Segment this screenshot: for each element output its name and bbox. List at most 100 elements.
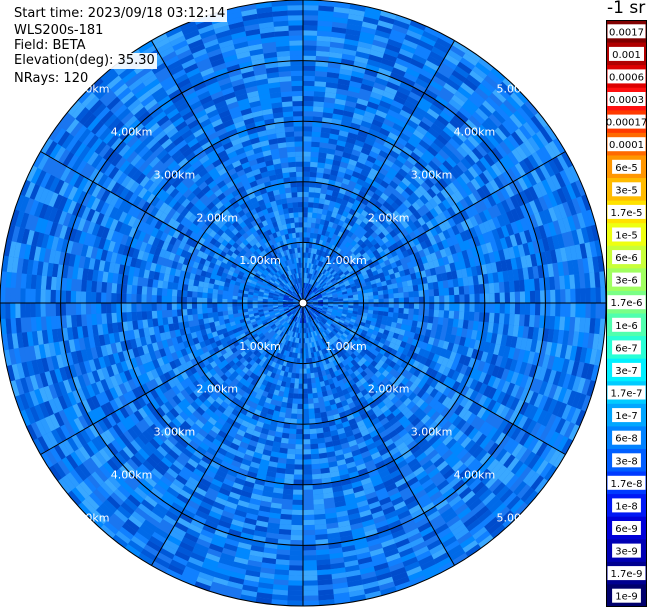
ppi-cell [275, 346, 281, 353]
ppi-cell [307, 322, 310, 328]
ppi-cell [258, 277, 264, 283]
ppi-cell [338, 298, 344, 302]
ppi-cell [303, 141, 312, 147]
ppi-cell [290, 222, 296, 229]
ppi-cell [280, 508, 293, 515]
ppi-cell [297, 288, 300, 294]
ppi-cell [388, 303, 394, 308]
ppi-cell [310, 253, 314, 259]
ppi-cell [273, 339, 279, 346]
ppi-cell [319, 344, 324, 351]
ppi-cell [303, 363, 307, 369]
ppi-cell [157, 317, 164, 326]
ppi-cell [298, 378, 303, 384]
ppi-cell [121, 303, 127, 313]
ppi-cell [314, 319, 318, 325]
ppi-cell [267, 304, 273, 307]
ppi-cell [406, 279, 413, 287]
ppi-cell [336, 312, 342, 316]
ppi-cell [293, 303, 298, 305]
ppi-cell [232, 303, 238, 307]
ppi-cell [341, 325, 347, 331]
ppi-cell [297, 202, 303, 208]
ppi-cell [317, 266, 322, 272]
ppi-cell [295, 296, 300, 300]
ppi-cell [339, 284, 346, 289]
ppi-cell [313, 341, 317, 347]
ppi-cell [315, 259, 320, 266]
ppi-cell [331, 279, 337, 284]
ppi-cell [248, 291, 254, 296]
ppi-cell [286, 265, 291, 271]
ppi-cell [331, 322, 337, 327]
ppi-cell [265, 267, 271, 273]
ppi-cell [290, 274, 294, 280]
ppi-cell [316, 308, 322, 312]
ppi-cell [315, 324, 320, 330]
ppi-cell [315, 276, 320, 282]
ppi-cell [453, 286, 460, 296]
ppi-cell [331, 292, 338, 296]
ppi-cell [268, 320, 274, 325]
ppi-cell [321, 251, 326, 257]
ppi-cell [323, 300, 329, 302]
ppi-cell [257, 300, 263, 303]
ppi-cell [337, 296, 344, 300]
ppi-cell [146, 286, 153, 296]
ppi-cell [290, 264, 294, 270]
ppi-cell [304, 323, 306, 329]
ppi-cell [289, 217, 295, 224]
ppi-cell [321, 262, 326, 268]
ppi-cell [306, 306, 311, 311]
ppi-cell [258, 332, 264, 338]
ppi-cell [270, 288, 276, 293]
ppi-cell [339, 273, 346, 279]
ppi-cell [309, 273, 313, 279]
ppi-data-cells [0, 0, 606, 606]
ppi-cell [161, 310, 168, 318]
ppi-cell [309, 166, 318, 173]
ppi-cell [312, 212, 318, 219]
ppi-cell [306, 294, 310, 300]
ppi-cell [264, 325, 271, 330]
ppi-cell [111, 282, 118, 294]
ppi-cell [303, 459, 312, 465]
ppi-cell [197, 308, 203, 315]
ppi-cell [353, 305, 359, 309]
ppi-cell [300, 293, 302, 299]
ppi-cell [493, 313, 500, 324]
ppi-cell [263, 323, 270, 328]
ppi-cell [314, 412, 322, 419]
ppi-cell [252, 307, 259, 311]
ppi-cell [402, 286, 409, 293]
ppi-cell [303, 136, 312, 142]
ppi-cell [295, 166, 303, 172]
ppi-cell [317, 339, 322, 346]
ppi-cell [299, 368, 303, 374]
ppi-cell [267, 299, 273, 302]
ppi-cell [283, 328, 288, 334]
ppi-cell [297, 283, 300, 289]
ppi-cell [290, 314, 295, 320]
ppi-cell [310, 146, 320, 153]
ppi-cell [288, 305, 294, 307]
ppi-cell [311, 141, 320, 148]
ppi-cell [313, 303, 319, 305]
ppi-cell [146, 310, 153, 320]
ppi-cell [304, 338, 308, 344]
ppi-cell [275, 289, 281, 293]
ppi-cell [293, 207, 299, 213]
ppi-cell [343, 298, 349, 301]
ppi-cell [308, 290, 313, 296]
ppi-cell [285, 468, 295, 475]
ppi-cell [412, 284, 419, 292]
ppi-cell [293, 304, 299, 307]
ppi-cell [259, 286, 266, 291]
ppi-cell [290, 413, 298, 419]
ppi-cell [187, 308, 193, 316]
ppi-cell [310, 156, 319, 163]
ppi-cell [342, 291, 348, 295]
ppi-cell [284, 412, 292, 419]
ppi-cell [291, 197, 298, 203]
ppi-cell [289, 341, 293, 347]
